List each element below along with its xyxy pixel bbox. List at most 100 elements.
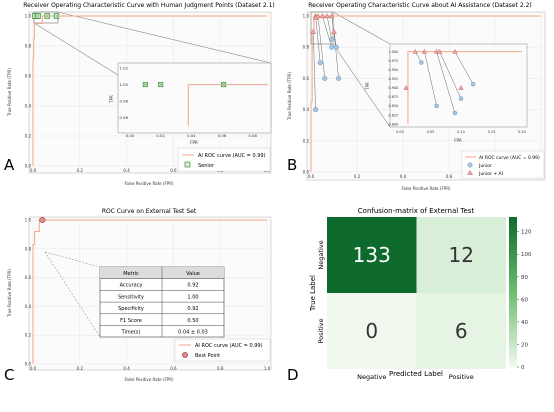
roc-curve-line: [32, 15, 267, 166]
y-category-label: Negative: [317, 240, 325, 269]
inset-y-tick-label: 1.000: [389, 50, 398, 54]
table-cell: Accuracy: [120, 283, 143, 289]
legend-junior-ai-label: Junior + AI: [478, 171, 503, 177]
colorbar-tick-label: 80: [521, 275, 528, 281]
chart-b-marks: [310, 13, 541, 172]
inset-x-tick-label: 0.04: [187, 133, 196, 138]
inset-connector: [454, 51, 474, 85]
chart-d-ylabel: True Label: [309, 275, 317, 312]
chart-a-zoom-connector: [33, 22, 119, 76]
inset-y-tick-label: 0.850: [389, 104, 398, 108]
table-cell: Time(s): [121, 330, 141, 336]
legend-best-point-swatch: [182, 352, 188, 358]
inset-x-tick-label: 0.00: [396, 130, 404, 134]
x-tick-label: 0.4: [123, 168, 130, 173]
inset-junior-ai-point: [437, 48, 443, 54]
y-tick-label: 0.8: [25, 44, 32, 49]
inset-junior-point: [470, 81, 476, 87]
y-tick-label: 0.4: [303, 107, 310, 112]
inset-junior-ai-point: [458, 85, 464, 90]
inset-x-tick-label: 0.08: [248, 133, 257, 138]
confusion-cell-value: 133: [353, 243, 391, 267]
chart-b-xlabel: False Positive Rate (FPR): [401, 186, 451, 191]
senior-point-cross: [45, 14, 50, 18]
x-tick-label: 1.0: [264, 366, 271, 371]
y-tick-label: 0.6: [25, 275, 32, 280]
inset-y-tick-label: 0.900: [389, 86, 398, 90]
inset-senior-point-cross: [143, 82, 148, 87]
y-tick-label: 0.8: [303, 45, 310, 50]
panel-label-b: B: [287, 156, 297, 174]
x-tick-label: 0.6: [170, 168, 177, 173]
table-header-cell: Metric: [123, 271, 139, 277]
y-tick-label: 0.0: [303, 170, 310, 175]
x-tick-label: 0.0: [30, 168, 37, 173]
inset-connector: [436, 51, 456, 114]
confusion-cell: [327, 293, 417, 369]
junior-to-ai-connector: [322, 15, 332, 48]
junior-to-ai-connector: [315, 15, 321, 63]
x-tick-label: 0.2: [354, 174, 361, 179]
panel-c: C ROC Curve on External Test Set 0.0 0.2 0…: [4, 208, 272, 384]
chart-a-xlabel: False Positive Rate (FPR): [124, 181, 174, 186]
y-tick-label: 0.4: [25, 104, 32, 109]
y-tick-label: 1.0: [25, 14, 32, 19]
legend-senior-swatch: [184, 161, 191, 168]
x-tick-label: 0.2: [77, 168, 84, 173]
x-tick-label: 0.6: [446, 174, 453, 179]
legend-roc-label: AI ROC curve (AUC = 0.99): [195, 343, 263, 349]
table-cell: 0.04 ± 0.03: [178, 330, 208, 336]
table-cell: 0.92: [187, 306, 198, 312]
inset-y-tick-label: 0.98: [120, 99, 129, 104]
chart-b-zoom-box: [310, 11, 334, 45]
y-tick-label: 0.0: [25, 362, 32, 367]
panel-label-c: C: [4, 366, 14, 384]
chart-c-table-connector: [44, 251, 101, 338]
inset-y-tick-label: 1.00: [120, 82, 129, 87]
inset-y-tick-label: 0.875: [389, 95, 398, 99]
chart-b-zoom-connector: [332, 11, 391, 45]
chart-c-ylabel: True Positive Rate (TPR): [7, 269, 12, 318]
legend-junior-ai-swatch: [466, 170, 474, 175]
senior-point-cross: [54, 14, 59, 18]
inset-y-tick-label: 0.925: [389, 77, 398, 81]
chart-d-xlabel: Predicted Label: [389, 370, 443, 378]
inset-junior-point: [452, 110, 458, 116]
junior-point: [313, 107, 319, 113]
y-tick-label: 0.8: [25, 246, 32, 251]
confusion-matrix: 133 12 0 6 Negative Positive Negative Positive: [317, 217, 506, 381]
inset-junior-ai-point: [452, 48, 458, 54]
legend-roc-label: AI ROC curve (AUC = 0.99): [479, 155, 540, 161]
table-cell: 0.50: [187, 318, 198, 324]
junior-point: [329, 36, 335, 42]
chart-a-inset: [117, 62, 272, 134]
junior-point: [322, 75, 328, 81]
chart-b-title: Receiver Operating Characteristic Curve …: [308, 2, 532, 9]
y-tick-label: 1.0: [303, 14, 310, 19]
y-tick-label: 0.2: [303, 138, 310, 143]
chart-c-table-connector: [44, 251, 101, 268]
inset-junior-ai-point: [421, 48, 428, 54]
junior-to-ai-connector: [313, 31, 316, 110]
junior-ai-point: [319, 13, 326, 19]
inset-y-tick-label: 0.950: [389, 68, 398, 72]
inset-y-tick-label: 1.02: [120, 66, 129, 71]
chart-a-ylabel: True Positive Rate (TPR): [7, 68, 12, 117]
chart-c-xlabel: False Positive Rate (FPR): [124, 377, 174, 382]
table-cell: F1 Score: [120, 318, 142, 324]
inset-connector: [424, 51, 437, 106]
chart-a-inset-ylabel: TPR: [109, 95, 114, 104]
inset-roc-curve-line: [187, 84, 268, 126]
metrics-table: Metric Value Accuracy 0.92 Sensitivity 1.00 Sp…: [99, 266, 225, 338]
chart-a-inset-xlabel: FPR: [190, 140, 198, 145]
chart-b-inset-marks: 0.00 0.05 0.10 0.15 0.20 0.800 0.825 0.850 0.875…: [389, 48, 526, 134]
inset-senior-point-cross: [221, 82, 226, 87]
colorbar-tick-label: 60: [521, 297, 528, 303]
chart-a-marks: [32, 13, 267, 166]
table-cell: Sensitivity: [118, 294, 144, 300]
y-tick-label: 0.2: [25, 134, 32, 139]
junior-ai-point: [312, 14, 319, 20]
junior-ai-point: [310, 28, 317, 34]
colorbar-ticks: 0 20 40 60 80 100 120: [517, 230, 532, 371]
